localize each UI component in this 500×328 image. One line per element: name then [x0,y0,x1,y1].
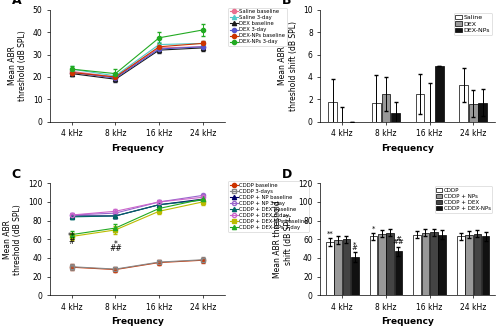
Text: **: ** [68,232,76,241]
Text: #: # [352,245,358,251]
Text: **: ** [326,231,333,237]
Bar [465,235,473,295]
Y-axis label: Mean ABR
threshold shift (dB SPL): Mean ABR threshold shift (dB SPL) [278,21,297,111]
Text: A: A [12,0,21,7]
Text: D: D [282,168,292,181]
Bar [430,232,438,295]
Text: B: B [282,0,292,7]
Bar [457,236,464,295]
Bar [334,240,342,295]
Legend: CDDP, CDDP + NPs, CDDP + DEX, CDDP + DEX-NPs: CDDP, CDDP + NPs, CDDP + DEX, CDDP + DEX… [434,186,492,213]
Legend: Saline baseline, Saline 3-day, DEX baseline, DEX 3-day, DEX-NPs baseline, DEX-NP: Saline baseline, Saline 3-day, DEX basel… [228,8,286,46]
Bar [414,235,421,295]
Bar [438,235,446,295]
Bar [370,236,378,295]
Bar [328,102,337,122]
Bar [469,104,478,122]
Text: ##: ## [109,244,122,253]
Y-axis label: Mean ABR
threshold (dB SPL): Mean ABR threshold (dB SPL) [3,204,22,275]
Y-axis label: Mean ABR threshold
shift (dB SPL): Mean ABR threshold shift (dB SPL) [274,200,293,278]
Text: #: # [68,237,75,246]
Text: C: C [12,168,20,181]
X-axis label: Frequency: Frequency [111,318,164,326]
Text: *: * [372,225,375,231]
Bar [342,239,350,295]
Bar [478,103,487,122]
Y-axis label: Mean ABR
threshold (dB SPL): Mean ABR threshold (dB SPL) [8,31,27,101]
Bar [474,234,481,295]
Legend: Saline, DEX, DEX-NPs: Saline, DEX, DEX-NPs [454,13,492,35]
Bar [394,251,402,295]
Bar [326,242,334,295]
X-axis label: Frequency: Frequency [111,144,164,153]
Text: ##: ## [392,239,404,245]
X-axis label: Frequency: Frequency [382,318,434,326]
Bar [416,94,424,122]
Bar [382,94,390,122]
Legend: CDDP baseline, CDDP 3-days, CDDP + NP baseline, CDDP + NP 3-day, CDDP + DEX base: CDDP baseline, CDDP 3-days, CDDP + NP ba… [228,181,309,232]
Bar [434,66,444,122]
Bar [378,234,386,295]
Bar [386,233,394,295]
Text: *: * [353,242,356,248]
Bar [351,257,358,295]
Bar [459,85,468,122]
Bar [482,236,490,295]
X-axis label: Frequency: Frequency [382,144,434,153]
Bar [422,233,429,295]
Text: #: # [396,236,402,242]
Text: *: * [114,239,117,249]
Bar [391,113,400,122]
Bar [372,103,380,122]
